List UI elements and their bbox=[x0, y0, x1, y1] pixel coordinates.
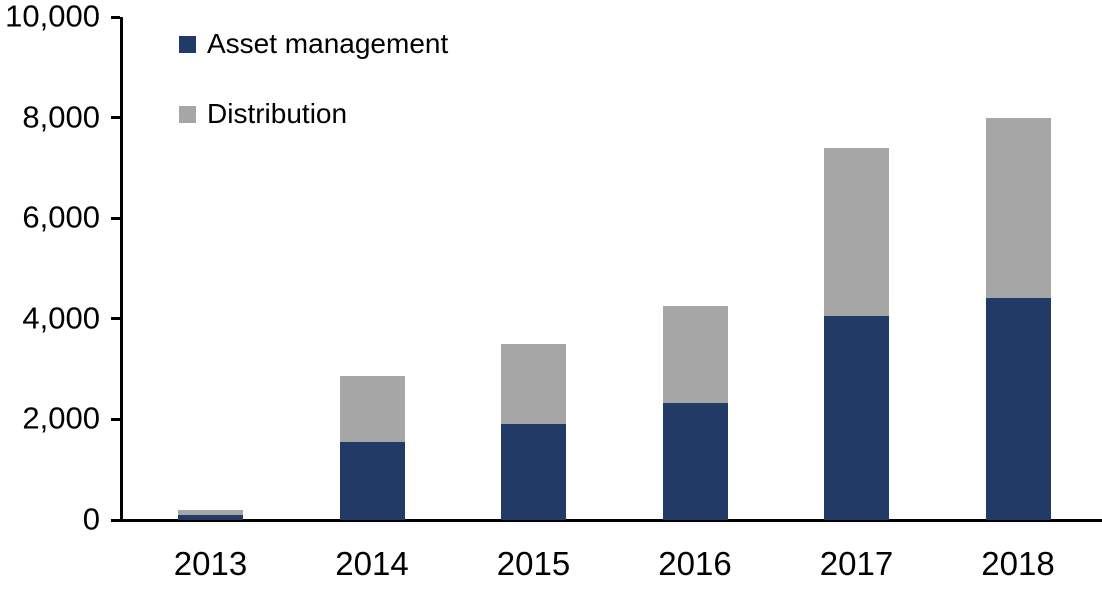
y-tick-label: 6,000 bbox=[22, 199, 100, 235]
y-tick-mark bbox=[111, 15, 120, 19]
y-tick-label: 4,000 bbox=[22, 300, 100, 336]
y-tick-mark bbox=[111, 317, 120, 321]
legend-swatch-asset-management bbox=[179, 35, 196, 53]
y-tick-mark bbox=[111, 417, 120, 421]
y-tick-label: 0 bbox=[82, 501, 100, 537]
y-axis-line bbox=[120, 17, 123, 522]
bar-2013-distribution bbox=[178, 509, 243, 515]
bar-2014-distribution bbox=[339, 375, 405, 443]
legend-label: Distribution bbox=[207, 98, 348, 129]
x-tick-label-2015: 2015 bbox=[496, 545, 571, 582]
legend-label: Asset management bbox=[207, 28, 449, 59]
bar-2013-asset-management bbox=[178, 514, 243, 520]
y-tick-label: 8,000 bbox=[22, 98, 100, 134]
bar-2015-asset-management bbox=[501, 424, 566, 520]
legend-item-distribution: Distribution bbox=[179, 98, 347, 130]
bar-2015-distribution bbox=[501, 343, 566, 425]
bar-2018-asset-management bbox=[985, 297, 1051, 520]
y-tick-mark bbox=[111, 216, 120, 220]
y-tick-label: 2,000 bbox=[22, 400, 100, 436]
bar-2016-distribution bbox=[662, 306, 728, 404]
bar-2017-asset-management bbox=[824, 316, 889, 520]
y-tick-mark bbox=[111, 116, 120, 120]
x-tick-label-2013: 2013 bbox=[173, 545, 248, 582]
x-axis-line bbox=[118, 519, 1102, 522]
y-tick-label: 10,000 bbox=[5, 0, 100, 34]
bar-2017-distribution bbox=[824, 147, 889, 317]
x-tick-label-2017: 2017 bbox=[819, 545, 894, 582]
x-tick-label-2014: 2014 bbox=[335, 545, 409, 582]
x-tick-label-2018: 2018 bbox=[981, 545, 1055, 582]
legend-item-asset-management: Asset management bbox=[179, 28, 448, 60]
y-tick-mark bbox=[111, 518, 120, 522]
bar-2018-distribution bbox=[985, 117, 1051, 298]
bar-2016-asset-management bbox=[662, 403, 728, 520]
bar-2014-asset-management bbox=[339, 442, 405, 520]
x-tick-label-2016: 2016 bbox=[658, 545, 732, 582]
legend-swatch-distribution bbox=[179, 105, 196, 123]
